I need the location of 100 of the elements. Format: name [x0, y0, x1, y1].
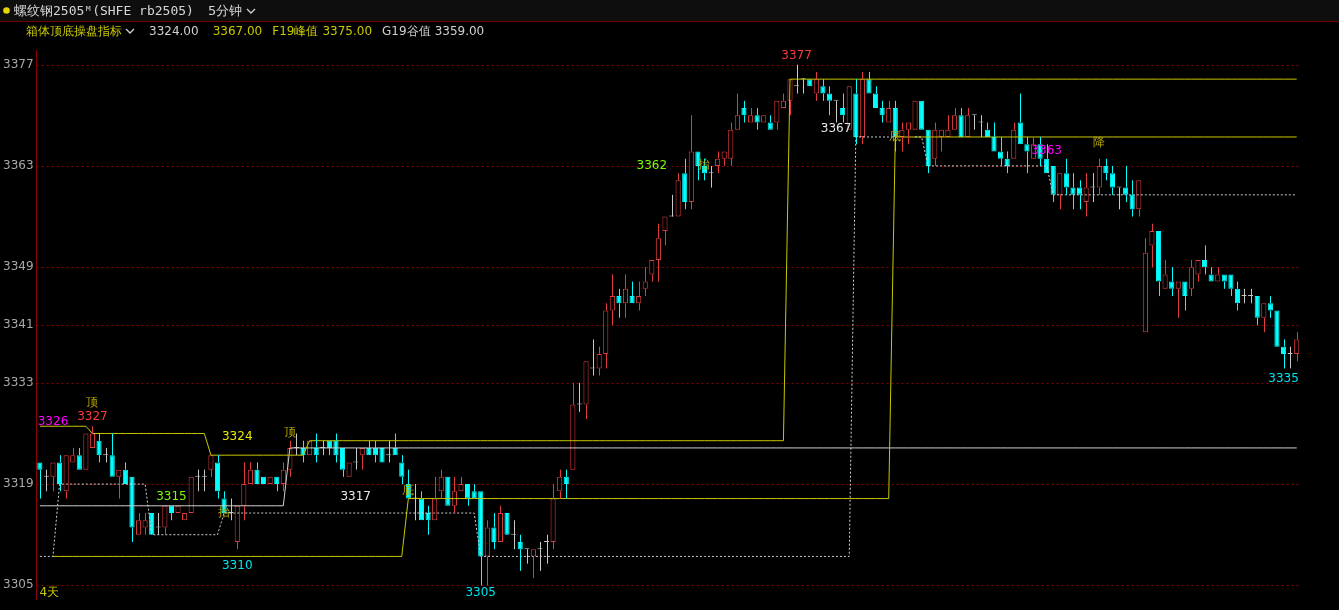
candlestick [1070, 172, 1076, 210]
chart-subtitle: 5分钟 [207, 1, 243, 20]
text: 3324.00 [149, 24, 199, 38]
candlestick [1096, 158, 1102, 196]
candlestick [879, 100, 885, 124]
candlestick [234, 505, 240, 550]
candlestick [76, 447, 82, 470]
candlestick [1149, 223, 1155, 268]
candlestick [1057, 173, 1063, 210]
annotation: 降 [1093, 135, 1106, 150]
text: 3367.00 [212, 24, 263, 38]
annotation: 3377 [781, 47, 812, 62]
candlestick [741, 100, 747, 124]
candlestick [379, 447, 385, 463]
candlestick [813, 71, 819, 102]
candlestick [715, 150, 721, 174]
candlestick [208, 455, 214, 478]
candlestick [826, 85, 833, 116]
candlestick [1109, 165, 1116, 196]
candlestick [767, 114, 773, 130]
candlestick [616, 288, 622, 319]
candlestick [965, 107, 971, 137]
y-tick-label: 3363 [2, 158, 34, 173]
candlestick [1195, 259, 1201, 283]
candlestick [649, 259, 655, 283]
candlestick [761, 115, 767, 123]
candlestick [913, 101, 917, 129]
annotation: 3315 [156, 489, 187, 504]
candlestick [550, 483, 556, 550]
candlestick [1024, 136, 1030, 174]
candlestick [596, 346, 602, 377]
candlestick [1004, 150, 1010, 174]
candlestick [96, 432, 102, 463]
annotation: 顶 [86, 395, 99, 410]
candlestick [1169, 266, 1175, 297]
y-tick-label: 3319 [2, 476, 34, 491]
candlestick [1274, 310, 1280, 347]
candlestick [1162, 259, 1168, 289]
candlestick [1208, 266, 1214, 282]
y-tick-label: 3341 [2, 317, 34, 332]
candlestick [629, 281, 635, 304]
text: G19谷值 [382, 22, 431, 40]
candlestick [471, 483, 477, 499]
candlestick [504, 513, 510, 535]
candlestick [359, 447, 365, 471]
candlestick [1175, 281, 1181, 319]
candlestick [747, 107, 754, 123]
candlestick [438, 469, 444, 500]
candlestick [129, 476, 135, 543]
candlestick [563, 469, 569, 500]
candlestick [840, 93, 846, 124]
candlestick [1261, 303, 1267, 333]
candlestick [339, 447, 346, 478]
candlestick [721, 151, 727, 167]
candlestick [622, 273, 629, 319]
annotation: 顶 [283, 425, 296, 440]
candlestick [280, 461, 286, 492]
candlestick [50, 462, 56, 492]
annotation: 3324 [221, 429, 253, 444]
candlestick [491, 512, 497, 550]
candlestick [682, 158, 688, 210]
candlestick [1234, 281, 1241, 312]
candlestick [247, 461, 253, 485]
candlestick [1294, 331, 1300, 362]
text: 3359.00 [434, 24, 485, 38]
candlestick [754, 107, 760, 131]
candlestick [274, 476, 280, 492]
candlestick [347, 463, 351, 476]
annotation: 3335 [1268, 370, 1299, 385]
y-tick-label: 3349 [2, 259, 34, 274]
candlestick [122, 461, 128, 485]
candlestick [1188, 259, 1194, 297]
candlestick [1136, 180, 1142, 218]
candlestick [445, 476, 451, 506]
candlestick [109, 432, 115, 477]
annotation: 3327 [77, 409, 108, 424]
candlestick [530, 549, 536, 579]
candlestick [571, 382, 575, 469]
candlestick [517, 534, 523, 572]
candlestick [872, 85, 879, 109]
candlestick [313, 432, 319, 463]
candlestick [89, 425, 96, 448]
candlestick [905, 122, 912, 145]
candlestick [326, 440, 332, 456]
candlestick [603, 302, 609, 369]
candlestick [1182, 281, 1188, 312]
candlestick [458, 476, 464, 492]
y-tick-label: 3305 [2, 577, 34, 592]
candlestick [583, 361, 589, 420]
candlestick [214, 454, 221, 500]
candlestick [1221, 274, 1227, 290]
text: F19峰值 [272, 22, 319, 40]
candlestick [1155, 230, 1162, 297]
candlestick [859, 71, 865, 145]
annotation: 4天 [39, 584, 60, 599]
candlestick [866, 71, 872, 94]
candlestick [734, 93, 740, 130]
candlestick [675, 172, 681, 217]
candlestick [188, 476, 194, 514]
candlestick [175, 505, 181, 514]
